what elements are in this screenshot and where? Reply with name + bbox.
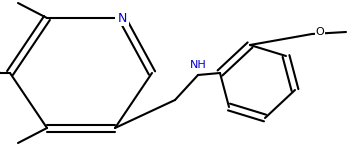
Text: N: N — [117, 11, 127, 25]
Text: O: O — [316, 27, 325, 37]
Text: NH: NH — [190, 60, 206, 70]
